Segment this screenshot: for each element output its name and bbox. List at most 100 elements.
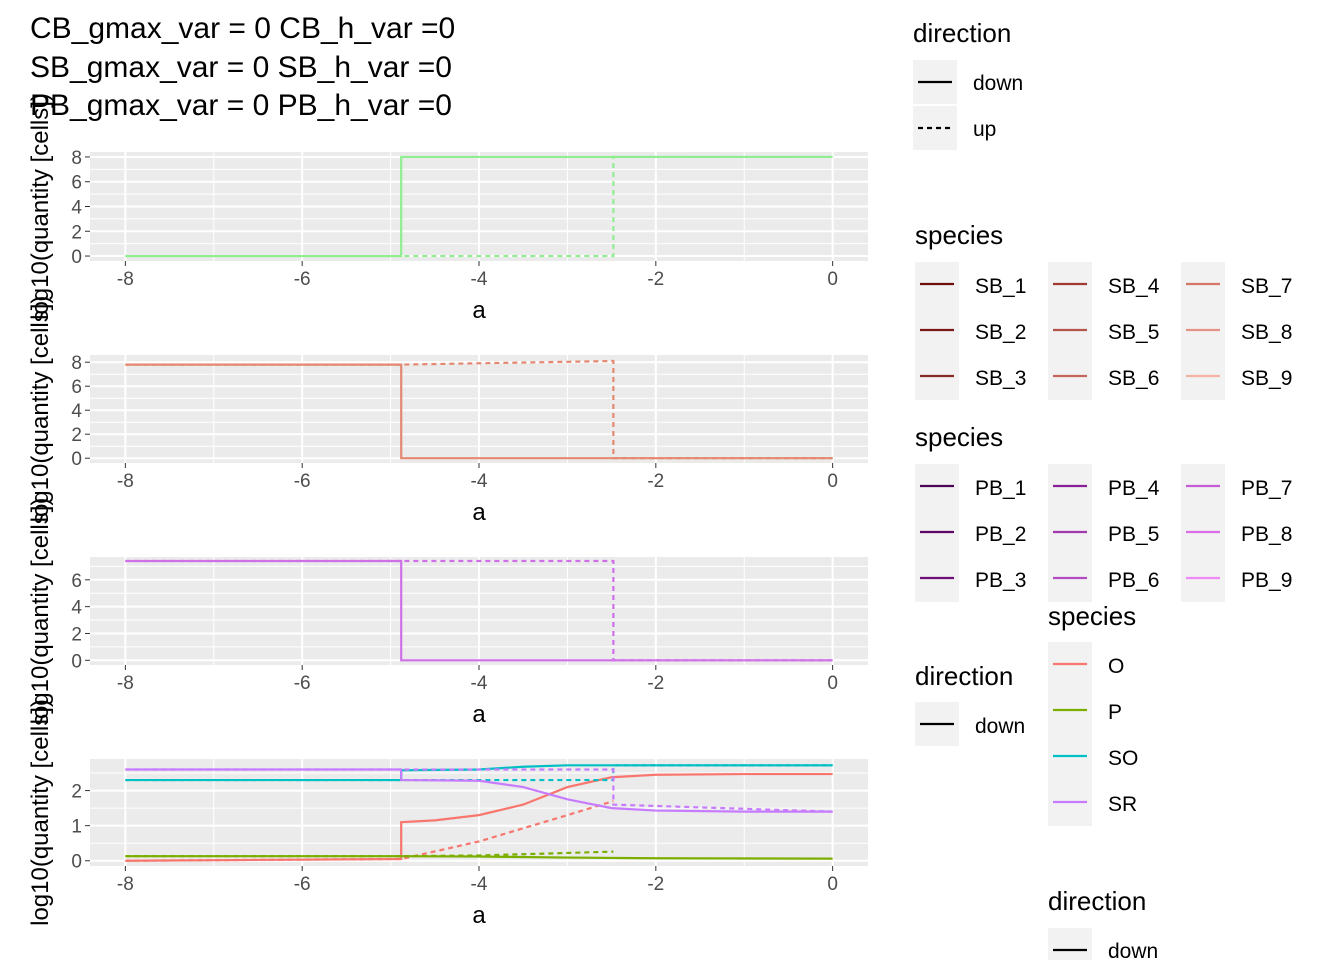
legend-label: PB_8 [1241, 523, 1292, 546]
y-tick-label: 4 [71, 401, 82, 422]
series-line-up [125, 559, 833, 662]
y-tick-label: 0 [71, 852, 82, 873]
y-tick-label: 1 [71, 817, 82, 838]
series-line-SO-up [125, 764, 833, 782]
y-tick-label: 2 [71, 782, 82, 803]
legend-species-main: species OP SO SR [1048, 601, 1138, 826]
x-tick-label: -8 [117, 673, 134, 694]
legend-label: PB_1 [975, 477, 1026, 500]
y-tick-label: 2 [71, 222, 82, 243]
legend-label: down [973, 72, 1023, 95]
series-line-up [125, 155, 833, 258]
x-tick-label: -4 [471, 471, 488, 492]
y-tick-label: 0 [71, 449, 82, 470]
x-tick-label: -4 [471, 673, 488, 694]
x-tick-label: -6 [294, 874, 311, 895]
panel-3: -8 -6 -4 -2 0 0 2 4 6 a log10(quantity [cells]) [27, 498, 868, 728]
x-axis-label: a [472, 902, 486, 929]
legend-label: SB_4 [1108, 275, 1160, 298]
title-line-1: CB_gmax_var = 0 CB_h_var =0 [30, 12, 455, 45]
y-axis-label: log10(quantity [cells]) [27, 296, 54, 523]
series-line-SR-down [125, 768, 833, 813]
legend-label: down [975, 715, 1025, 738]
legend-title: direction [1048, 886, 1146, 916]
series-line-O-down [125, 772, 833, 862]
x-tick-label: -2 [647, 269, 664, 290]
series-line-up [125, 359, 833, 460]
series-line-SR-up [125, 768, 833, 813]
legend-direction-middle: direction down [915, 661, 1025, 746]
figure-title: CB_gmax_var = 0 CB_h_var =0 SB_gmax_var … [30, 12, 455, 122]
legend-label: O [1108, 655, 1124, 678]
legend-label: SB_5 [1108, 321, 1159, 344]
legend-key [1048, 928, 1092, 960]
y-tick-label: 6 [71, 377, 82, 398]
x-tick-label: -2 [647, 874, 664, 895]
legend-label: P [1108, 701, 1122, 724]
legend-species-grid-1: species SB_1 SB_2 SB_3 SB_4 SB_5 SB_6 SB_7 SB_8 S… [915, 220, 1292, 400]
panel-1: -8 -6 -4 -2 0 0 2 4 6 8 a log10(quantity [cells]) [27, 93, 868, 324]
legend-title: species [915, 220, 1003, 250]
y-tick-label: 6 [71, 571, 82, 592]
x-axis-label: a [472, 297, 486, 324]
legend-label: PB_7 [1241, 477, 1292, 500]
x-tick-label: -6 [294, 673, 311, 694]
legend-label: SB_1 [975, 275, 1026, 298]
x-tick-label: -2 [647, 471, 664, 492]
legend-label: up [973, 118, 996, 141]
panel-4: -8 -6 -4 -2 0 0 1 2 a log10(quantity [cells]) [27, 699, 868, 929]
y-tick-label: 4 [71, 198, 82, 219]
y-axis-label: log10(quantity [cells]) [27, 699, 54, 926]
legend-label: PB_2 [975, 523, 1026, 546]
legend-key-column [1048, 642, 1092, 826]
legend-label: SO [1108, 747, 1138, 770]
x-tick-label: 0 [827, 673, 838, 694]
legend-title: direction [915, 661, 1013, 691]
y-tick-label: 4 [71, 598, 82, 619]
x-tick-label: -6 [294, 471, 311, 492]
y-tick-label: 6 [71, 173, 82, 194]
y-tick-label: 0 [71, 651, 82, 672]
legend-label: PB_3 [975, 569, 1026, 592]
legend-label: down [1108, 940, 1158, 960]
x-tick-label: -8 [117, 471, 134, 492]
legend-label: SB_9 [1241, 367, 1292, 390]
title-line-3: PB_gmax_var = 0 PB_h_var =0 [30, 89, 452, 122]
y-tick-label: 8 [71, 353, 82, 374]
x-tick-label: -2 [647, 673, 664, 694]
y-axis-label: log10(quantity [cells]) [27, 93, 54, 320]
x-axis-label: a [472, 701, 486, 728]
legend-title: species [915, 422, 1003, 452]
y-axis-label: log10(quantity [cells]) [27, 498, 54, 725]
x-tick-label: -8 [117, 874, 134, 895]
series-line-O-up [125, 800, 614, 862]
legend-label: PB_9 [1241, 569, 1292, 592]
legend-label: PB_4 [1108, 477, 1160, 500]
y-tick-label: 8 [71, 148, 82, 169]
legend-label: SB_6 [1108, 367, 1159, 390]
panel-2: -8 -6 -4 -2 0 0 2 4 6 8 a log10(quantity [cells]) [27, 296, 868, 526]
x-tick-label: -6 [294, 269, 311, 290]
legend-label: PB_6 [1108, 569, 1159, 592]
legend-label: SB_8 [1241, 321, 1292, 344]
series-line-P-up [125, 850, 614, 858]
legend-species-grid-2: species PB_1 PB_2 PB_3 PB_4 PB_5 PB_6 PB_7 PB_8 P… [915, 422, 1292, 602]
title-line-2: SB_gmax_var = 0 SB_h_var =0 [30, 51, 452, 84]
legend-title: direction [913, 18, 1011, 48]
legend-label: SB_7 [1241, 275, 1292, 298]
legend-label: SR [1108, 793, 1137, 816]
legend-label: PB_5 [1108, 523, 1159, 546]
x-tick-label: 0 [827, 269, 838, 290]
y-tick-label: 2 [71, 624, 82, 645]
legends: direction down up species SB_1 SB_2 SB_3 SB_4 SB… [913, 18, 1292, 960]
y-tick-label: 2 [71, 425, 82, 446]
x-axis-label: a [472, 499, 486, 526]
legend-title: species [1048, 601, 1136, 631]
x-tick-label: 0 [827, 874, 838, 895]
x-tick-label: -4 [471, 269, 488, 290]
legend-label: SB_2 [975, 321, 1026, 344]
legend-direction-bottom: direction down [1048, 886, 1158, 960]
y-tick-label: 0 [71, 247, 82, 268]
